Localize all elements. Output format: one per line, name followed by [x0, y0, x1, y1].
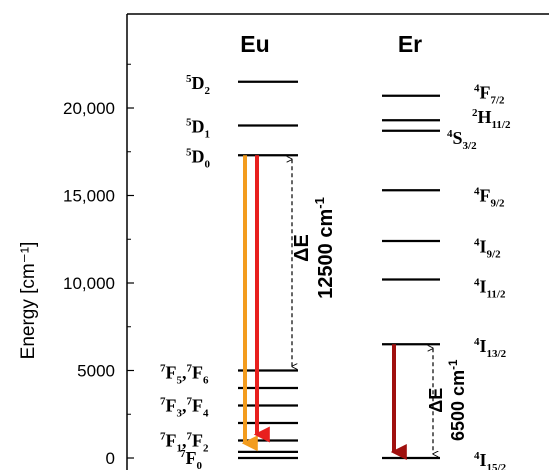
eu-term-5d1: 5D1 — [186, 117, 210, 141]
er-term-4f92: 4F9/2 — [474, 186, 505, 210]
eu-term-7f1-7f2: 7F1,7F2 — [160, 431, 209, 455]
transitions — [241, 155, 407, 460]
er-term-4i112: 4I11/2 — [474, 277, 506, 301]
eu-term-5d2: 5D2 — [186, 73, 211, 97]
y-tick-label: 0 — [106, 449, 115, 468]
eu-term-7f5-7f6: 7F5,7F6 — [160, 362, 209, 386]
eu-term-5d0: 5D0 — [186, 146, 211, 170]
column-header-er: Er — [398, 31, 422, 57]
energy-levels — [238, 80, 440, 460]
y-tick-label: 5000 — [77, 362, 115, 381]
er-term-2h112: 2H11/2 — [472, 107, 511, 131]
y-tick-label: 20,000 — [63, 99, 115, 118]
er-term-4i152: 4I15/2 — [474, 450, 507, 470]
eu-term-7f3-7f4: 7F3,7F4 — [160, 396, 209, 420]
er-term-4i92: 4I9/2 — [474, 236, 501, 260]
y-tick-label: 15,000 — [63, 187, 115, 206]
er-term-4i132: 4I13/2 — [474, 336, 507, 360]
column-header-eu: Eu — [240, 31, 269, 57]
energy-gaps: ΔE 12500 cm-1 ΔE 6500 cm-1 — [291, 159, 468, 454]
gap-label-eu-gap: ΔE 12500 cm-1 — [291, 197, 337, 299]
gap-label-er-gap: ΔE 6500 cm-1 — [426, 359, 468, 441]
y-tick-label: 10,000 — [63, 274, 115, 293]
er-term-4s32: 4S3/2 — [447, 128, 477, 152]
y-axis-label: Energy [cm⁻¹] — [18, 242, 39, 360]
er-term-4f72: 4F7/2 — [474, 82, 505, 106]
y-axis: 0 5000 10,000 15,000 20,000 Energy [cm⁻¹] Eu Er — [18, 13, 549, 470]
eu-term-7f0: 7F0 — [180, 448, 203, 470]
